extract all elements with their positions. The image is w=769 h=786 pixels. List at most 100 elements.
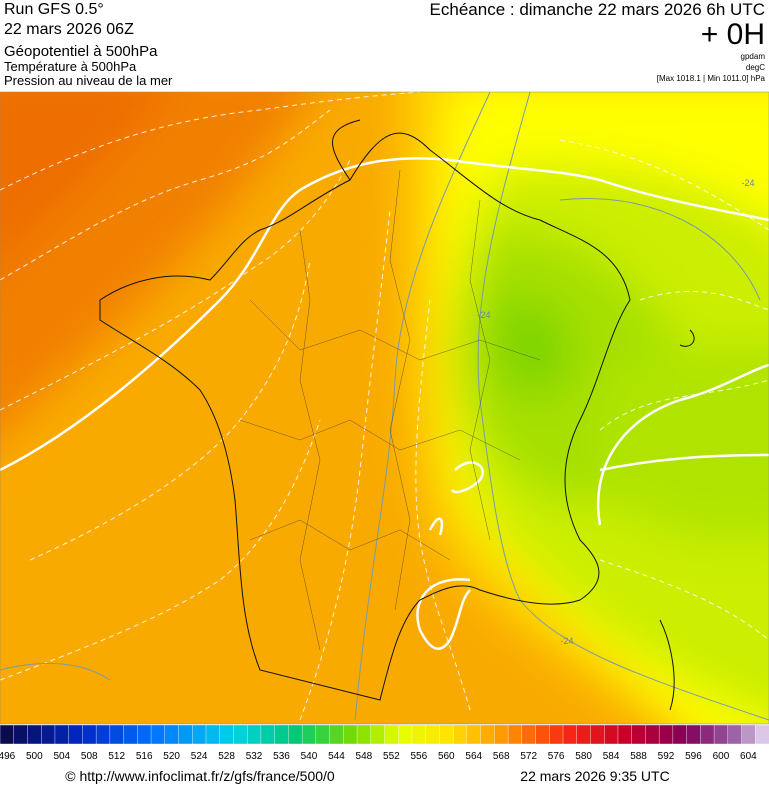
run-date: 22 mars 2026 06Z: [4, 21, 134, 38]
colorbar-label: 604: [740, 751, 757, 762]
source: © http://www.infoclimat.fr/z/gfs/france/…: [65, 768, 335, 784]
unit: degC: [746, 63, 765, 72]
isotherms: [0, 92, 769, 721]
colorbar-label: 508: [81, 751, 98, 762]
colorbar-swatch: [370, 724, 386, 745]
borders: [99, 119, 695, 711]
colorbar-swatch: [700, 724, 715, 745]
contour-label: -24: [477, 310, 490, 320]
colorbar-swatch: [590, 724, 605, 745]
color-field: [0, 92, 769, 724]
colorbar-swatch: [219, 724, 235, 745]
colorbar-label: 540: [301, 751, 318, 762]
colorbar-swatch: [741, 724, 756, 745]
colorbar-label: 496: [0, 751, 16, 762]
field-label: Pression au niveau de la mer: [4, 73, 173, 88]
colorbar-swatch: [246, 724, 262, 745]
colorbar-label: 572: [520, 751, 537, 762]
colorbar-swatch: [137, 724, 152, 745]
colorbar-swatch: [494, 724, 509, 745]
colorbar-swatch: [205, 724, 221, 745]
colorbar-label: 596: [685, 751, 702, 762]
colorbar-swatch: [68, 724, 84, 745]
colorbar-swatch: [274, 724, 290, 745]
map-area: -24 -24 -24: [0, 92, 769, 724]
colorbar-label: 584: [603, 751, 620, 762]
colorbar-swatch: [727, 724, 743, 745]
isobars: [0, 92, 769, 721]
colorbar-swatch: [631, 724, 647, 745]
colorbar-label: 516: [136, 751, 153, 762]
colorbar-swatch: [521, 724, 537, 745]
colorbar-label: 600: [713, 751, 730, 762]
unit: gpdam: [741, 52, 766, 61]
run-label: Run GFS 0.5°: [4, 1, 104, 18]
colorbar-swatch: [384, 724, 399, 745]
colorbar-swatch: [507, 724, 523, 745]
colorbar-swatch: [356, 724, 372, 745]
colorbar-swatch: [439, 724, 454, 745]
colorbar-swatch: [192, 724, 207, 745]
colorbar: 496 500 504 508 512 516 520 524 528 532 536 540 544 5…: [0, 724, 769, 762]
colorbar-swatch: [123, 724, 139, 745]
colorbar-label: 544: [328, 751, 345, 762]
colorbar-swatch: [425, 724, 441, 745]
colorbar-swatch: [411, 724, 427, 745]
colorbar-label: 512: [108, 751, 125, 762]
colorbar-swatch: [576, 724, 592, 745]
colorbar-swatch: [260, 724, 276, 745]
map-frame: [0, 91, 769, 725]
colorbar-swatch: [658, 724, 674, 745]
colorbar-label: 588: [630, 751, 647, 762]
colorbar-swatch: [0, 724, 15, 745]
colorbar-swatch: [452, 724, 468, 745]
colorbar-label: 568: [493, 751, 510, 762]
colorbar-swatch: [13, 724, 29, 745]
colorbar-swatch: [95, 724, 111, 745]
colorbar-label: 592: [658, 751, 675, 762]
colorbar-swatch: [755, 724, 769, 745]
colorbar-swatch: [645, 724, 660, 745]
field-label: Température à 500hPa: [4, 59, 137, 74]
colorbar-swatch: [164, 724, 180, 745]
timestamp: 22 mars 2026 9:35 UTC: [520, 768, 669, 784]
colorbar-label: 504: [53, 751, 70, 762]
colorbar-label: 528: [218, 751, 235, 762]
colorbar-swatch: [466, 724, 482, 745]
colorbar-swatch: [398, 724, 413, 745]
lead-time: + 0H: [701, 18, 765, 51]
colorbar-label: 524: [191, 751, 208, 762]
geopotential-contours: [0, 157, 769, 650]
colorbar-label: 552: [383, 751, 400, 762]
colorbar-label: 560: [438, 751, 455, 762]
colorbar-label: 556: [410, 751, 427, 762]
echeance: Echéance : dimanche 22 mars 2026 6h UTC: [430, 0, 765, 19]
colorbar-swatch: [617, 724, 633, 745]
colorbar-swatch: [178, 724, 193, 745]
colorbar-swatch: [82, 724, 97, 745]
colorbar-swatch: [288, 724, 303, 745]
colorbar-swatch: [672, 724, 688, 745]
colorbar-label: 548: [356, 751, 373, 762]
contour-label: -24: [741, 178, 754, 188]
colorbar-swatch: [535, 724, 550, 745]
colorbar-swatch: [233, 724, 248, 745]
colorbar-label: 500: [26, 751, 43, 762]
colorbar-swatch: [562, 724, 578, 745]
colorbar-swatch: [343, 724, 358, 745]
colorbar-label: 576: [548, 751, 565, 762]
colorbar-swatch: [549, 724, 564, 745]
colorbar-label: 532: [246, 751, 263, 762]
colorbar-swatch: [109, 724, 125, 745]
department-borders: [239, 169, 541, 651]
colorbar-swatch: [604, 724, 619, 745]
colorbar-swatch: [54, 724, 70, 745]
colorbar-label: 580: [575, 751, 592, 762]
colorbar-swatch: [480, 724, 496, 745]
colorbar-label: 520: [163, 751, 180, 762]
pressure-range: [Max 1018.1 | Min 1011.0] hPa: [657, 74, 766, 83]
field-label: Géopotentiel à 500hPa: [4, 43, 158, 60]
contour-label: -24: [560, 636, 573, 646]
colorbar-swatch: [301, 724, 317, 745]
